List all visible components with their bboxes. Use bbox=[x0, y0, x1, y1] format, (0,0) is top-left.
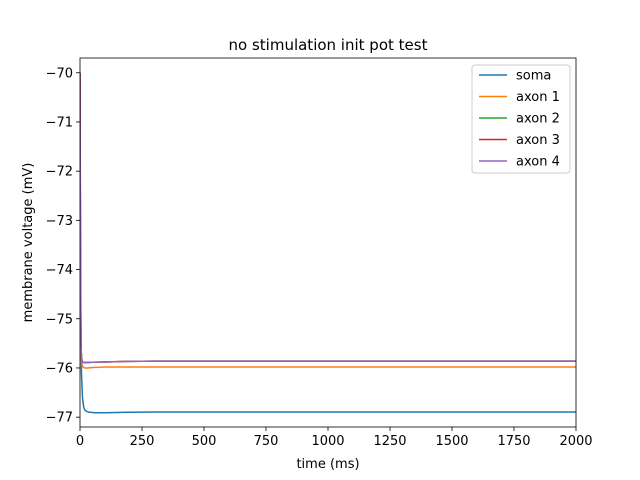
x-tick-label: 1000 bbox=[311, 434, 344, 449]
x-axis-label: time (ms) bbox=[296, 457, 359, 472]
y-tick-label: −75 bbox=[46, 312, 73, 327]
y-tick-label: −70 bbox=[46, 66, 73, 81]
y-tick-label: −73 bbox=[46, 214, 73, 229]
legend-label-axon-4: axon 4 bbox=[516, 155, 560, 170]
y-tick-label: −77 bbox=[46, 411, 73, 426]
x-tick-label: 1250 bbox=[373, 434, 406, 449]
legend: soma axon 1 axon 2 axon 3 axon 4 bbox=[471, 64, 571, 174]
y-axis-label: membrane voltage (mV) bbox=[21, 163, 36, 323]
legend-label-axon-2: axon 2 bbox=[516, 112, 560, 127]
y-tick-label: −76 bbox=[46, 361, 73, 376]
x-tick-label: 0 bbox=[76, 434, 84, 449]
x-tick-label: 500 bbox=[192, 434, 217, 449]
legend-label-soma: soma bbox=[516, 69, 551, 84]
chart-title: no stimulation init pot test bbox=[229, 36, 428, 54]
x-axis: 0 250 500 750 1000 1250 1500 1750 2000 bbox=[76, 427, 593, 449]
legend-label-axon-1: axon 1 bbox=[516, 90, 560, 105]
legend-label-axon-3: axon 3 bbox=[516, 133, 560, 148]
y-tick-label: −74 bbox=[46, 263, 73, 278]
y-tick-label: −71 bbox=[46, 115, 73, 130]
x-tick-label: 1750 bbox=[497, 434, 530, 449]
series-line-axon-4 bbox=[80, 72, 576, 364]
series-line-soma bbox=[80, 72, 576, 414]
x-tick-label: 750 bbox=[254, 434, 279, 449]
series-layer bbox=[80, 72, 576, 414]
y-axis: −77 −76 −75 −74 −73 −72 −71 −70 bbox=[46, 66, 80, 426]
x-tick-label: 1500 bbox=[435, 434, 468, 449]
legend-frame bbox=[471, 64, 571, 174]
x-tick-label: 2000 bbox=[559, 434, 592, 449]
y-tick-label: −72 bbox=[46, 165, 73, 180]
x-tick-label: 250 bbox=[130, 434, 155, 449]
